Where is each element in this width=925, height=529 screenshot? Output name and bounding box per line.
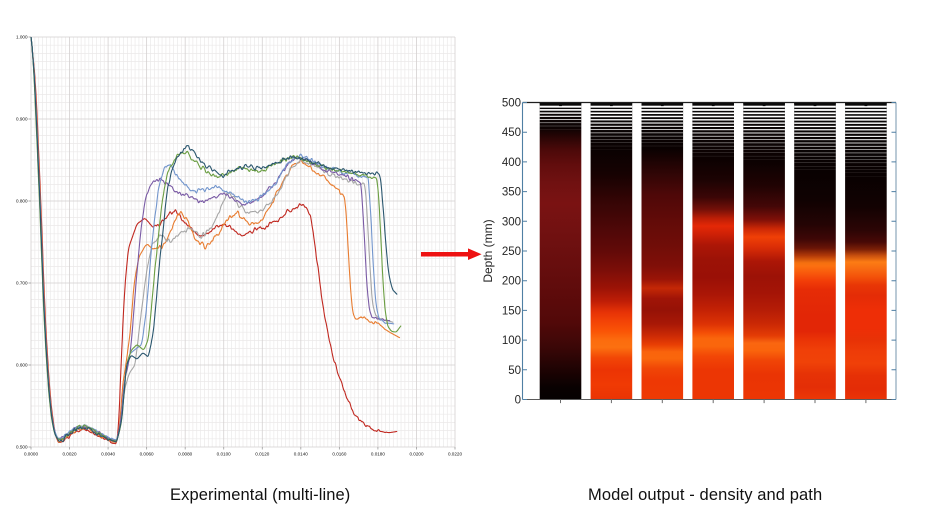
svg-text:350: 350 <box>502 187 521 199</box>
svg-text:0.0140: 0.0140 <box>294 452 308 457</box>
svg-text:250: 250 <box>502 246 521 258</box>
svg-text:0.0040: 0.0040 <box>101 452 115 457</box>
svg-text:200: 200 <box>502 276 521 288</box>
svg-text:0.600: 0.600 <box>16 363 28 368</box>
svg-text:0.0120: 0.0120 <box>255 452 269 457</box>
svg-text:300: 300 <box>502 216 521 228</box>
svg-text:0.0000: 0.0000 <box>24 452 38 457</box>
svg-text:0.500: 0.500 <box>16 445 28 450</box>
svg-text:0: 0 <box>515 395 521 407</box>
svg-text:450: 450 <box>502 127 521 139</box>
svg-text:100: 100 <box>502 335 521 347</box>
svg-text:400: 400 <box>502 157 521 169</box>
svg-text:1.000: 1.000 <box>16 35 28 40</box>
svg-text:0.0180: 0.0180 <box>371 452 385 457</box>
svg-text:500: 500 <box>502 98 521 110</box>
svg-text:150: 150 <box>502 305 521 317</box>
svg-text:0.0160: 0.0160 <box>332 452 346 457</box>
svg-text:0.900: 0.900 <box>16 117 28 122</box>
svg-text:0.0080: 0.0080 <box>178 452 192 457</box>
svg-text:0.0200: 0.0200 <box>409 452 423 457</box>
svg-text:0.0220: 0.0220 <box>448 452 462 457</box>
svg-text:0.0020: 0.0020 <box>62 452 76 457</box>
svg-text:0.800: 0.800 <box>16 199 28 204</box>
svg-text:0.0100: 0.0100 <box>217 452 231 457</box>
svg-text:50: 50 <box>508 365 521 377</box>
svg-text:0.0060: 0.0060 <box>140 452 154 457</box>
svg-text:0.700: 0.700 <box>16 281 28 286</box>
svg-text:Depth (mm): Depth (mm) <box>481 219 495 282</box>
